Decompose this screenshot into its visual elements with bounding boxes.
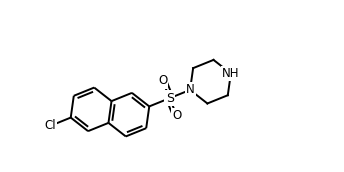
Text: O: O <box>172 109 181 122</box>
Text: O: O <box>158 74 167 87</box>
Text: Cl: Cl <box>44 119 56 132</box>
Text: S: S <box>166 92 174 105</box>
Text: N: N <box>186 83 194 96</box>
Text: NH: NH <box>222 67 240 80</box>
